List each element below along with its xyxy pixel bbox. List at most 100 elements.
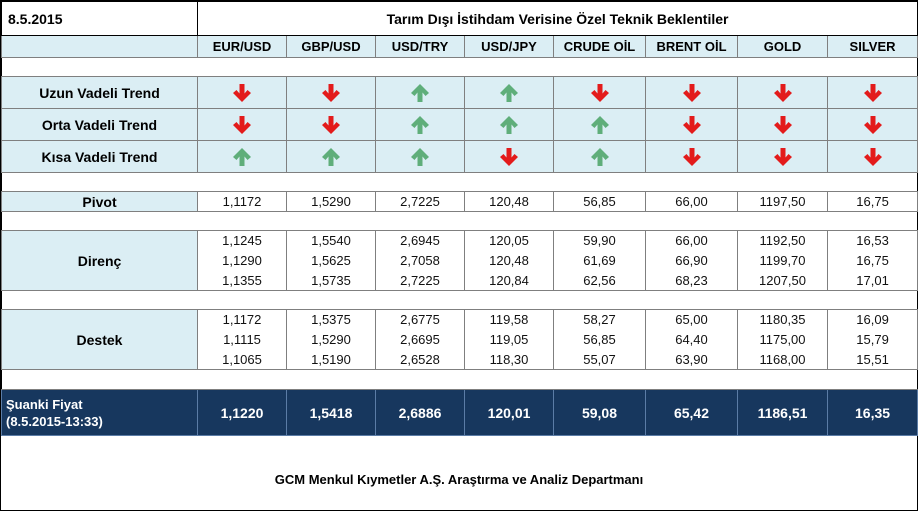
resistance-value: 66,00 — [645, 230, 738, 251]
trend-cell — [737, 76, 828, 109]
current-price-value: 16,35 — [826, 389, 918, 436]
trend-cell — [737, 108, 828, 141]
pivot-value: 1,1172 — [197, 191, 287, 212]
resistance-value: 1199,70 — [737, 250, 828, 271]
resistance-value: 1,5735 — [286, 270, 376, 291]
arrow-down-icon — [682, 115, 701, 134]
arrow-down-icon — [500, 147, 518, 166]
trend-cell — [464, 76, 554, 109]
arrow-down-icon — [682, 83, 701, 102]
resistance-value: 1,5540 — [286, 230, 376, 251]
pivot-value: 1,5290 — [286, 191, 376, 212]
resistance-value: 1,1355 — [197, 270, 287, 291]
arrow-down-icon — [773, 83, 792, 102]
arrow-up-icon — [233, 147, 251, 166]
arrow-up-icon — [411, 115, 429, 134]
column-header-usd-try: USD/TRY — [375, 35, 465, 58]
resistance-value: 61,69 — [553, 250, 646, 271]
support-value: 1180,35 — [737, 309, 828, 330]
column-header-gold: GOLD — [737, 35, 828, 58]
technical-expectations-table: 8.5.2015 Tarım Dışı İstihdam Verisine Öz… — [0, 1, 918, 436]
arrow-up-icon — [590, 115, 609, 134]
support-value: 1,1172 — [197, 309, 287, 330]
spacer-row — [0, 172, 918, 192]
trend-cell — [737, 140, 828, 173]
support-value: 2,6528 — [375, 349, 465, 370]
report-date: 8.5.2015 — [1, 1, 198, 36]
arrow-up-icon — [322, 147, 340, 166]
trend-cell — [553, 108, 646, 141]
trend-label: Kısa Vadeli Trend — [1, 140, 198, 173]
arrow-down-icon — [233, 83, 251, 102]
arrow-down-icon — [682, 147, 701, 166]
current-price-label: Şuanki Fiyat (8.5.2015-13:33) — [1, 389, 198, 436]
pivot-value: 16,75 — [826, 191, 918, 212]
current-price-title: Şuanki Fiyat — [6, 396, 83, 412]
trend-label: Uzun Vadeli Trend — [1, 76, 198, 109]
trend-cell — [286, 76, 376, 109]
resistance-value: 59,90 — [553, 230, 646, 251]
resistance-value: 66,90 — [645, 250, 738, 271]
pivot-value: 1197,50 — [737, 191, 828, 212]
support-value: 63,90 — [645, 349, 738, 370]
support-value: 118,30 — [464, 349, 554, 370]
arrow-up-icon — [411, 83, 429, 102]
trend-cell — [464, 140, 554, 173]
trend-cell — [645, 76, 738, 109]
pivot-label: Pivot — [1, 191, 198, 212]
current-price-value: 120,01 — [464, 389, 554, 436]
support-label: Destek — [1, 309, 198, 370]
support-value: 119,05 — [464, 329, 554, 350]
column-header-usd-jpy: USD/JPY — [464, 35, 554, 58]
resistance-value: 120,05 — [464, 230, 554, 251]
trend-cell — [826, 140, 918, 173]
trend-cell — [826, 108, 918, 141]
resistance-value: 1,1290 — [197, 250, 287, 271]
trend-cell — [286, 108, 376, 141]
current-price-value: 1,5418 — [286, 389, 376, 436]
resistance-value: 1192,50 — [737, 230, 828, 251]
arrow-down-icon — [773, 115, 792, 134]
resistance-value: 16,53 — [826, 230, 918, 251]
resistance-value: 120,84 — [464, 270, 554, 291]
arrow-down-icon — [863, 83, 882, 102]
resistance-value: 1,5625 — [286, 250, 376, 271]
resistance-value: 1,1245 — [197, 230, 287, 251]
support-value: 58,27 — [553, 309, 646, 330]
current-price-value: 1,1220 — [197, 389, 287, 436]
support-value: 1,5290 — [286, 329, 376, 350]
arrow-down-icon — [773, 147, 792, 166]
support-value: 64,40 — [645, 329, 738, 350]
support-value: 1168,00 — [737, 349, 828, 370]
trend-cell — [464, 108, 554, 141]
support-value: 119,58 — [464, 309, 554, 330]
pivot-value: 2,7225 — [375, 191, 465, 212]
trend-cell — [645, 140, 738, 173]
resistance-value: 68,23 — [645, 270, 738, 291]
support-value: 1175,00 — [737, 329, 828, 350]
arrow-up-icon — [590, 147, 609, 166]
column-header-gbp-usd: GBP/USD — [286, 35, 376, 58]
arrow-up-icon — [411, 147, 429, 166]
support-value: 65,00 — [645, 309, 738, 330]
trend-cell — [286, 140, 376, 173]
arrow-down-icon — [863, 147, 882, 166]
resistance-value: 17,01 — [826, 270, 918, 291]
column-header-brent-oi-l: BRENT OİL — [645, 35, 738, 58]
pivot-value: 120,48 — [464, 191, 554, 212]
current-price-value: 1186,51 — [737, 389, 828, 436]
report-title: Tarım Dışı İstihdam Verisine Özel Teknik… — [196, 1, 918, 36]
support-value: 1,5375 — [286, 309, 376, 330]
support-value: 2,6775 — [375, 309, 465, 330]
resistance-value: 16,75 — [826, 250, 918, 271]
arrow-down-icon — [233, 115, 251, 134]
support-value: 2,6695 — [375, 329, 465, 350]
support-value: 1,1115 — [197, 329, 287, 350]
arrow-down-icon — [322, 83, 340, 102]
arrow-down-icon — [863, 115, 882, 134]
resistance-value: 62,56 — [553, 270, 646, 291]
pivot-value: 56,85 — [553, 191, 646, 212]
resistance-label: Direnç — [1, 230, 198, 291]
current-price-timestamp: (8.5.2015-13:33) — [6, 413, 103, 429]
